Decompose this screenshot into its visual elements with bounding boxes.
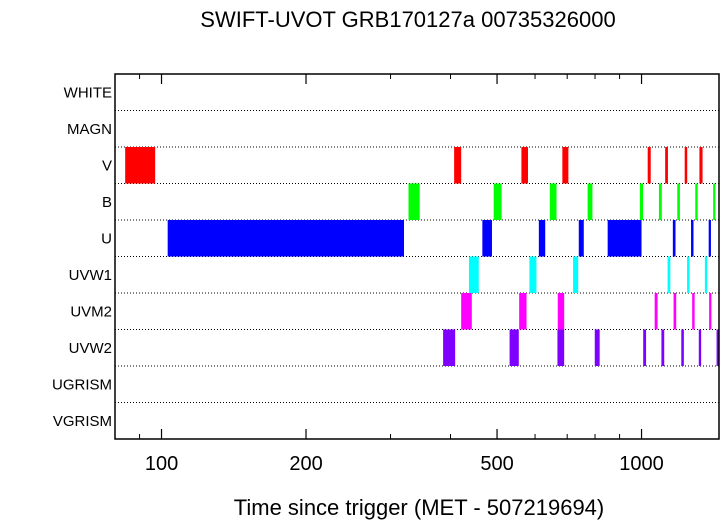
exposure-bar-b [677,183,680,220]
exposure-bar-uvw2 [681,329,684,366]
exposure-bar-v [454,147,462,184]
exposure-bar-uvw1 [687,256,690,293]
exposure-bar-u [672,220,676,257]
exposure-bar-b [549,183,557,220]
exposure-bar-uvm2 [519,293,527,330]
exposure-bar-u [708,220,711,257]
plot-frame [114,73,720,440]
exposure-bar-u [607,220,642,257]
exposure-bar-v [684,147,688,184]
exposure-bar-uvw2 [716,329,719,366]
exposure-bar-uvw1 [667,256,671,293]
exposure-bar-b [587,183,593,220]
chart-title: SWIFT-UVOT GRB170127a 00735326000 [200,7,615,32]
exposure-bar-v [125,147,156,184]
exposure-bar-v [521,147,528,184]
exposure-bar-b [639,183,643,220]
filter-label-b: B [102,194,112,211]
exposure-bar-b [695,183,698,220]
exposure-bar-uvw1 [704,256,708,293]
x-axis-label: Time since trigger (MET - 507219694) [234,495,605,520]
exposure-bar-u [691,220,694,257]
filter-label-ugrism: UGRISM [52,376,112,393]
x-axis-ticks: 100 200 500 1000 [114,74,664,475]
exposure-bar-uvm2 [673,293,677,330]
filter-labels: WHITE MAGN V B U UVW1 UVM2 UVW2 UGRISM VGRISM [52,84,112,430]
exposure-bar-b [408,183,420,220]
exposure-bar-uvm2 [654,293,658,330]
x-tick-label: 100 [145,453,178,475]
exposure-bar-uvw2 [594,329,600,366]
filter-label-vgrism: VGRISM [53,413,112,430]
exposure-bar-uvw2 [557,329,565,366]
exposure-bar-v [562,147,569,184]
observation-bars [125,147,719,366]
exposure-bar-uvw2 [643,329,647,366]
exposure-bar-uvm2 [692,293,695,330]
exposure-bar-uvw2 [661,329,665,366]
x-tick-label: 1000 [619,453,664,475]
exposure-bar-u [578,220,584,257]
exposure-bar-uvw2 [443,329,456,366]
exposure-bar-uvm2 [461,293,472,330]
exposure-bar-v [665,147,668,184]
exposure-bar-uvw2 [509,329,519,366]
exposure-bar-uvw1 [468,256,479,293]
exposure-bar-uvm2 [557,293,565,330]
exposure-bar-b [493,183,502,220]
exposure-bar-u [167,220,405,257]
exposure-bar-b [713,183,716,220]
filter-label-v: V [102,157,112,174]
exposure-bar-uvm2 [709,293,712,330]
exposure-bar-uvw1 [573,256,579,293]
filter-label-white: WHITE [64,84,112,101]
filter-label-u: U [101,230,112,247]
filter-label-magn: MAGN [67,121,112,138]
x-tick-label: 500 [480,453,513,475]
filter-label-uvw2: UVW2 [69,340,112,357]
exposure-bar-u [538,220,546,257]
exposure-bar-uvw2 [698,329,702,366]
exposure-bar-u [482,220,492,257]
exposure-bar-uvw1 [529,256,537,293]
exposure-bar-v [647,147,651,184]
x-tick-label: 200 [289,453,322,475]
filter-label-uvw1: UVW1 [69,267,112,284]
filter-label-uvm2: UVM2 [70,303,112,320]
exposure-bar-b [658,183,662,220]
exposure-bar-v [699,147,703,184]
